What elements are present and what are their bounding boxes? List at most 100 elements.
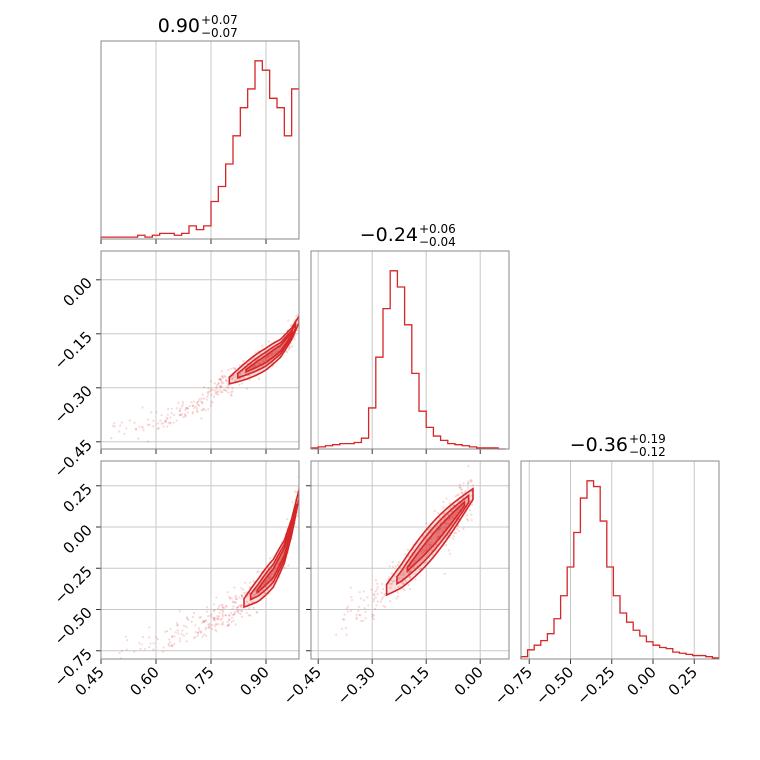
joint-0-2-sample-point: [169, 627, 172, 631]
joint-0-2-sample-point: [233, 612, 236, 616]
joint-1-2-sample-point: [423, 549, 426, 552]
joint-0-2-sample-point: [156, 638, 159, 641]
joint-0-2-sample-point: [264, 592, 267, 595]
xtick-label-param-1: −0.30: [334, 663, 379, 708]
title-param-2-plus: +0.19: [629, 432, 666, 446]
joint-0-1-sample-point: [227, 391, 230, 394]
joint-0-1-sample-point: [254, 351, 257, 354]
joint-1-2-sample-point: [448, 518, 452, 521]
joint-0-2-sample-point: [213, 603, 216, 606]
ytick-label-param-2: 0.00: [59, 521, 95, 557]
joint-1-2-sample-point: [335, 633, 338, 636]
joint-0-1-sample-point: [133, 421, 136, 425]
joint-0-1-sample-point: [257, 363, 260, 366]
joint-1-2-sample-point: [409, 569, 412, 572]
joint-1-2-sample-point: [437, 530, 440, 533]
joint-0-1-sample-point: [157, 427, 160, 430]
joint-0-2-sample-point: [187, 618, 190, 621]
joint-0-1-sample-point: [194, 405, 198, 408]
joint-0-2-sample-point: [118, 651, 121, 655]
joint-0-2-sample-point: [221, 604, 224, 607]
joint-0-2-sample-point: [224, 614, 227, 617]
joint-1-2-sample-point: [467, 480, 470, 483]
joint-1-2-sample-point: [462, 482, 465, 485]
joint-1-2-sample-point: [375, 604, 378, 607]
joint-0-1-sample-point: [222, 388, 225, 392]
joint-0-2-sample-point: [217, 607, 220, 610]
joint-1-2-sample-point: [408, 576, 411, 579]
joint-0-2-sample-point: [220, 603, 223, 606]
joint-0-2-sample-point: [202, 620, 206, 623]
joint-0-1-sample-point: [128, 419, 131, 422]
joint-0-2-sample-point: [246, 595, 249, 598]
joint-0-2-sample-point: [252, 606, 255, 610]
joint-0-2-sample-point: [211, 616, 214, 619]
joint-0-1-sample-point: [110, 437, 113, 440]
joint-0-1-sample-point: [141, 425, 144, 428]
joint-1-2-sample-point: [427, 543, 430, 546]
joint-0-2-sample-point: [220, 608, 223, 612]
joint-0-1-sample-point: [222, 376, 225, 379]
joint-0-1-sample-point: [202, 407, 205, 410]
joint-0-2-sample-point: [251, 595, 254, 598]
joint-0-1-sample-point: [175, 407, 178, 410]
joint-1-2-sample-point: [358, 613, 361, 616]
title-param-0-value: 0.90: [158, 15, 200, 37]
joint-1-2-sample-point: [397, 577, 400, 580]
joint-0-1-sample-point: [207, 387, 210, 390]
joint-0-2-sample-point: [235, 598, 238, 601]
joint-0-1-sample-point: [248, 378, 251, 381]
joint-0-1-sample-point: [227, 368, 230, 372]
joint-0-1-sample-point: [266, 356, 269, 360]
joint-0-1-sample-point: [231, 378, 234, 381]
joint-1-2-sample-point: [456, 527, 459, 530]
joint-1-2-sample-point: [396, 564, 400, 567]
joint-1-2-sample-point: [370, 588, 373, 591]
joint-1-2-sample-point: [435, 543, 438, 546]
joint-0-2-sample-point: [221, 609, 225, 612]
joint-1-2-sample-point: [402, 571, 405, 575]
joint-0-1-sample-point: [170, 411, 173, 415]
joint-0-2-sample-point: [223, 606, 226, 609]
hist-param-2-step: [520, 480, 719, 659]
xtick-label-param-2: −0.75: [491, 663, 536, 708]
joint-0-2-sample-point: [267, 576, 270, 579]
joint-1-2-sample-point: [383, 594, 386, 597]
joint-0-2-sample-point: [196, 634, 199, 637]
joint-1-2-sample-point: [374, 607, 377, 610]
joint-0-1-sample-point: [165, 416, 168, 419]
joint-0-2-sample-point: [235, 606, 238, 609]
joint-0-1-sample-point: [224, 379, 228, 382]
joint-0-2-sample-point: [286, 518, 289, 521]
hist-param-2-frame: [520, 460, 720, 660]
joint-0-1-sample-point: [152, 419, 155, 422]
joint-0-1-sample-point: [226, 385, 229, 388]
joint-1-2-sample-point: [384, 593, 387, 596]
joint-0-1-sample-point: [296, 329, 299, 332]
joint-1-2-sample-point: [380, 598, 384, 601]
joint-1-2-sample-point: [450, 510, 454, 513]
joint-0-2-sample-point: [120, 649, 124, 652]
joint-1-2-sample-point: [390, 572, 393, 575]
joint-0-1-sample-point: [137, 437, 140, 440]
joint-0-1-sample-point: [270, 352, 273, 356]
joint-0-2-sample-point: [283, 566, 286, 569]
joint-0-1-sample-point: [166, 417, 169, 421]
joint-1-2-sample-point: [395, 597, 398, 600]
joint-1-2-sample-point: [407, 571, 410, 574]
joint-0-2-sample-point: [221, 620, 224, 624]
joint-0-2-sample-point: [168, 641, 172, 644]
joint-1-2-sample-point: [397, 561, 401, 564]
joint-0-2-sample-point: [240, 594, 243, 597]
joint-1-2-sample-point: [444, 521, 447, 524]
joint-0-2-sample-point: [192, 611, 196, 615]
joint-0-2-sample-point: [199, 631, 203, 634]
joint-0-1-sample-point: [185, 407, 188, 410]
joint-1-2-contour-1: [396, 493, 470, 586]
joint-0-1-sample-point: [254, 364, 257, 367]
joint-0-1-sample-point: [225, 389, 228, 392]
joint-0-1-contour-2: [245, 329, 293, 374]
joint-0-1-sample-point: [238, 373, 241, 377]
joint-0-1-sample-point: [220, 385, 223, 389]
joint-0-2-sample-point: [213, 608, 216, 612]
